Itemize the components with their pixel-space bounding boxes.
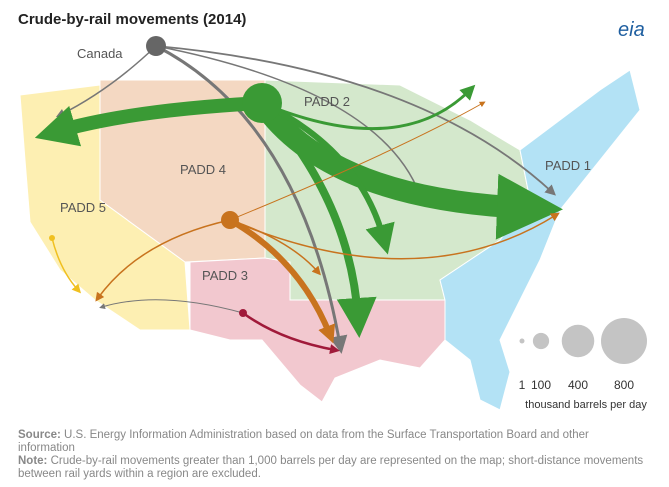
source-label: Source: [18, 429, 61, 441]
origin [221, 211, 239, 229]
legend-label: 1 [519, 378, 526, 392]
legend-label: 800 [614, 378, 634, 392]
flow [261, 84, 476, 131]
origin [239, 309, 247, 317]
flow [51, 237, 82, 294]
legend-label: 400 [568, 378, 588, 392]
origin [49, 235, 55, 241]
map: Crude-by-rail movements (2014) eia Canad… [18, 11, 647, 411]
flow [228, 217, 336, 344]
region-label: PADD 3 [202, 268, 248, 283]
note: Note: Crude-by-rail movements greater th… [18, 455, 648, 481]
padd1-area [439, 69, 641, 411]
flow [155, 44, 348, 354]
legend-circle [561, 324, 595, 358]
origin [146, 36, 166, 56]
origin [242, 83, 282, 123]
footer: Source: U.S. Energy Information Administ… [18, 429, 648, 481]
flow [34, 96, 263, 147]
flows [34, 36, 563, 355]
source-text: U.S. Energy Information Administration b… [18, 429, 589, 454]
flow [155, 45, 556, 196]
legend-unit: thousand barrels per day [525, 399, 647, 411]
legend-circle [601, 318, 647, 364]
flow [259, 100, 377, 338]
flow [95, 219, 231, 302]
region-label: PADD 1 [545, 158, 591, 173]
legend-label: 100 [531, 378, 551, 392]
note-text: Crude-by-rail movements greater than 1,0… [18, 455, 644, 480]
region-label: Canada [77, 46, 123, 61]
regions [19, 69, 641, 411]
note-label: Note: [18, 455, 48, 467]
legend-circle [519, 338, 525, 344]
region-label: PADD 5 [60, 200, 106, 215]
source: Source: U.S. Energy Information Administ… [18, 429, 648, 455]
region-label: PADD 2 [304, 94, 350, 109]
flow [229, 101, 486, 221]
flow [260, 100, 395, 255]
flow [242, 311, 340, 355]
legend-circle [532, 332, 550, 350]
flow [229, 212, 560, 260]
title: Crude-by-rail movements (2014) [18, 11, 246, 28]
logo: eia [618, 19, 645, 41]
flow [99, 299, 244, 314]
legend: 1 100 400 800 [519, 318, 647, 392]
flow [155, 45, 423, 200]
region-label: PADD 4 [180, 162, 226, 177]
